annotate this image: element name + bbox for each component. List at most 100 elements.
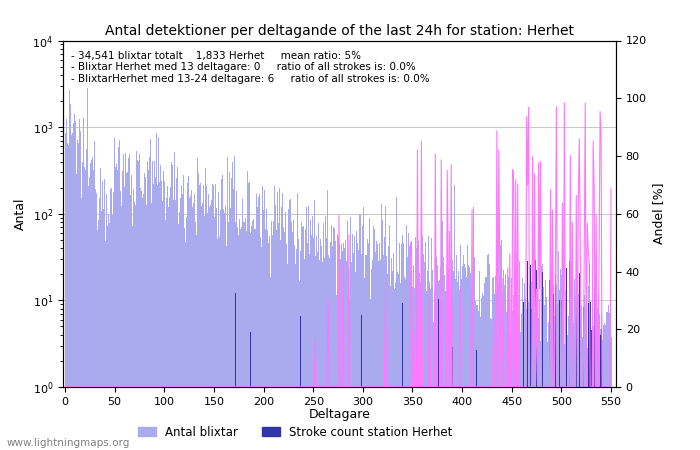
Title: Antal detektioner per deltagande of the last 24h for station: Herhet: Antal detektioner per deltagande of the …	[105, 24, 574, 38]
Bar	[328, 258, 330, 450]
Bar	[541, 266, 542, 450]
Bar	[323, 258, 325, 450]
Bar	[403, 243, 404, 450]
Bar	[544, 305, 545, 450]
Legend: Stroke ratio station Herhet: Stroke ratio station Herhet	[118, 446, 318, 450]
Bar	[536, 270, 537, 450]
Bar	[167, 186, 168, 450]
Bar	[356, 231, 358, 450]
Bar	[248, 183, 249, 450]
Bar	[202, 203, 204, 450]
Bar	[247, 171, 248, 450]
Bar	[600, 329, 601, 450]
Bar	[290, 198, 291, 450]
Bar	[556, 285, 557, 450]
Bar	[484, 283, 485, 450]
Bar	[250, 233, 251, 450]
Bar	[144, 173, 145, 450]
Bar	[587, 348, 588, 450]
Bar	[306, 207, 307, 450]
Bar	[288, 209, 289, 450]
Bar	[224, 213, 225, 450]
Bar	[252, 221, 253, 450]
Bar	[340, 259, 342, 450]
Bar	[600, 335, 601, 450]
Bar	[388, 246, 389, 450]
Bar	[505, 274, 506, 450]
Bar	[565, 290, 566, 450]
Bar	[80, 131, 81, 450]
Bar	[266, 209, 267, 450]
Bar	[151, 203, 152, 450]
Bar	[242, 199, 243, 450]
Bar	[241, 227, 242, 450]
Bar	[344, 248, 346, 450]
Bar	[389, 225, 390, 450]
Bar	[582, 376, 584, 450]
Bar	[413, 265, 414, 450]
Bar	[593, 326, 594, 450]
Bar	[582, 307, 584, 450]
Bar	[510, 333, 511, 450]
Bar	[468, 267, 470, 450]
Bar	[342, 251, 344, 450]
Bar	[309, 220, 311, 450]
Bar	[427, 271, 428, 450]
Bar	[284, 232, 285, 450]
Bar	[594, 288, 595, 450]
Bar	[147, 161, 148, 450]
Bar	[122, 171, 123, 450]
Bar	[207, 213, 209, 450]
Bar	[555, 274, 556, 450]
Bar	[524, 283, 525, 450]
Bar	[399, 243, 400, 450]
Bar	[385, 206, 386, 450]
Bar	[278, 223, 279, 450]
Bar	[161, 181, 162, 450]
Bar	[591, 333, 592, 450]
Bar	[304, 229, 306, 450]
Bar	[315, 256, 316, 450]
Bar	[396, 197, 397, 450]
Bar	[527, 292, 528, 450]
Bar	[408, 233, 409, 450]
Bar	[603, 323, 605, 450]
Bar	[451, 290, 452, 450]
Bar	[195, 235, 197, 450]
Bar	[175, 200, 176, 450]
Bar	[496, 292, 498, 450]
Bar	[226, 246, 228, 450]
Bar	[393, 253, 394, 450]
Bar	[568, 316, 569, 450]
Bar	[421, 279, 422, 450]
Bar	[423, 254, 424, 450]
Bar	[384, 237, 385, 450]
Bar	[126, 173, 127, 450]
Bar	[530, 282, 531, 450]
Bar	[400, 284, 401, 450]
Bar	[553, 293, 554, 450]
Bar	[267, 230, 268, 450]
Bar	[586, 280, 587, 450]
Bar	[233, 189, 235, 450]
Bar	[116, 164, 117, 450]
Bar	[592, 296, 593, 450]
Bar	[410, 273, 411, 450]
Bar	[337, 237, 339, 450]
Bar	[594, 327, 595, 450]
Bar	[577, 303, 578, 450]
Bar	[67, 143, 69, 450]
Bar	[162, 201, 163, 450]
Bar	[579, 274, 580, 450]
Bar	[95, 189, 97, 450]
Bar	[559, 290, 560, 450]
Bar	[435, 232, 436, 450]
Bar	[135, 205, 136, 450]
Bar	[311, 235, 312, 450]
Bar	[354, 236, 356, 450]
Bar	[228, 222, 230, 450]
Bar	[134, 202, 135, 450]
Bar	[575, 296, 576, 450]
Bar	[411, 262, 412, 450]
Bar	[425, 242, 426, 450]
